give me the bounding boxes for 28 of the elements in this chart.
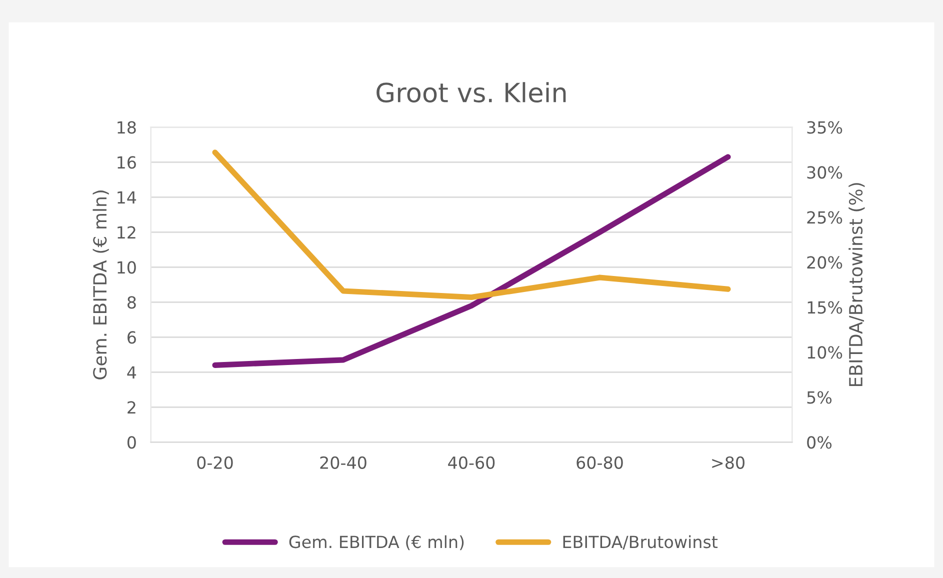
y2-tick-label: 15% — [808, 301, 842, 314]
y-tick-label: 0 — [127, 436, 136, 449]
y-tick-label: 4 — [127, 366, 136, 378]
y2-tick-label: 30% — [807, 166, 842, 179]
y2-axis-title: EBITDA/Brutowinst (%) — [848, 183, 865, 386]
y2-tick-label: 5% — [807, 391, 832, 404]
y2-tick-label: 20% — [807, 256, 842, 269]
y-tick-label: 16 — [118, 156, 136, 169]
x-tick-label: 20-40 — [320, 456, 366, 469]
y-tick-label: 6 — [128, 331, 136, 344]
legend-label: EBITDA/Brutowinst — [563, 535, 718, 550]
legend-label: Gem. EBITDA (€ mln) — [289, 535, 464, 550]
y2-tick-label: 25% — [807, 211, 842, 224]
y-tick-label: 8 — [128, 296, 136, 309]
x-tick-label: 0-20 — [197, 456, 233, 469]
y-tick-label: 2 — [128, 401, 136, 414]
y-tick-label: 18 — [118, 121, 136, 134]
y-tick-label: 14 — [118, 191, 136, 204]
x-tick-label: 40-60 — [448, 456, 495, 469]
y-tick-label: 12 — [118, 226, 136, 238]
y-tick-label: 10 — [118, 261, 136, 274]
y-axis-title: Gem. EBITDA (€ mln) — [92, 190, 109, 380]
y2-tick-label: 10% — [808, 346, 842, 359]
x-tick-label: 60-80 — [576, 456, 623, 469]
x-tick-label: >80 — [712, 456, 744, 469]
y2-tick-label: 0% — [807, 436, 832, 449]
y2-tick-label: 35% — [807, 121, 842, 134]
chart-title: Groot vs. Klein — [376, 82, 566, 103]
